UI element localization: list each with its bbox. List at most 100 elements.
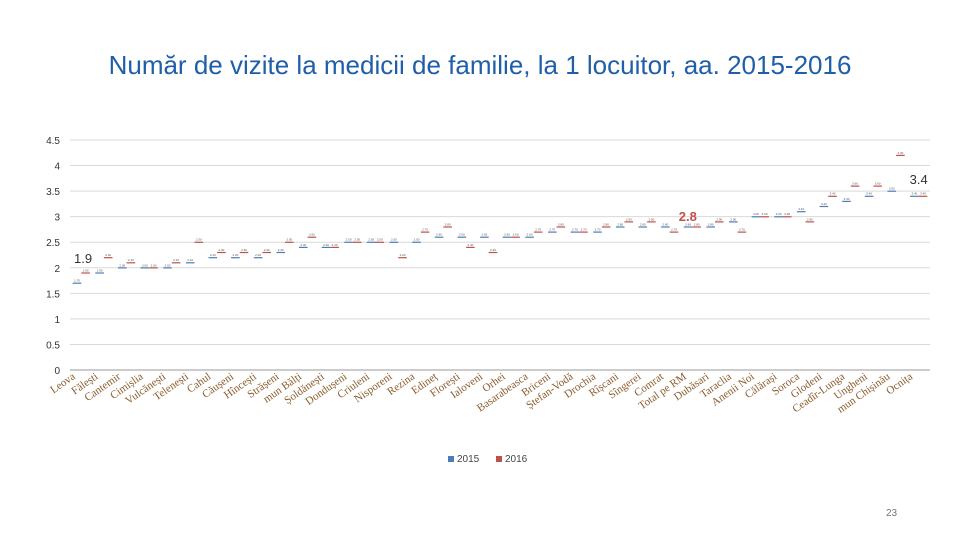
bar-value-label: 2.80 — [685, 222, 691, 226]
bar-value-label: 2.60 — [436, 233, 442, 237]
bar-2016 — [420, 231, 430, 233]
bar-2016 — [601, 226, 611, 228]
bar-2015 — [412, 241, 421, 243]
bar-value-label: 2.90 — [730, 217, 736, 221]
bar-value-label: 2.90 — [648, 217, 654, 221]
bar-value-label: 2.30 — [490, 248, 496, 252]
bar-value-label: 1.70 — [74, 279, 80, 283]
bar-value-label: 3.00 — [776, 212, 782, 216]
bar-2016 — [873, 185, 882, 187]
annotation-total: 2.8 — [679, 209, 697, 224]
bar-2016 — [715, 221, 724, 223]
bar-2015 — [661, 226, 670, 228]
bar-2016 — [217, 251, 226, 254]
bar-value-label: 3.60 — [852, 182, 858, 186]
bar-2016 — [828, 195, 837, 197]
y-tick-label: 4.5 — [46, 136, 60, 147]
annotations: 1.9 2.8 3.4 — [74, 172, 928, 266]
bar-value-label: 2.60 — [309, 233, 315, 237]
bar-value-label: 2.50 — [391, 238, 397, 242]
bar-2015 — [570, 231, 580, 233]
bar-value-label: 2.20 — [232, 253, 238, 257]
bar-2016 — [533, 231, 543, 233]
bar-2016 — [556, 226, 566, 228]
bar-2016 — [262, 251, 271, 254]
bar-value-label: 3.10 — [798, 207, 804, 211]
bar-value-label: 3.40 — [920, 192, 926, 196]
bar-2015 — [615, 226, 625, 228]
bar-2016 — [149, 267, 158, 269]
x-tick-label: Ocnița — [884, 371, 915, 398]
bar-value-label: 2.90 — [807, 217, 813, 221]
bar-value-label: 3.00 — [753, 212, 759, 216]
bar-2015 — [95, 272, 104, 274]
bar-value-label: 2.80 — [708, 222, 714, 226]
bar-value-label: 2.50 — [196, 238, 202, 242]
bar-value-label: 3.40 — [911, 192, 917, 196]
bar-value-label: 2.20 — [255, 253, 261, 257]
bar-2016 — [737, 231, 747, 233]
bar-2016 — [669, 231, 679, 233]
bar-2015 — [253, 257, 263, 259]
bar-2015 — [706, 226, 715, 228]
bar-2016 — [466, 246, 475, 248]
bar-value-label: 3.40 — [830, 192, 836, 196]
bar-2016 — [918, 195, 928, 197]
bar-value-label: 2.50 — [377, 238, 383, 242]
gridlines — [70, 139, 930, 371]
bar-2015 — [729, 221, 738, 223]
bar-value-label: 2.70 — [581, 228, 587, 232]
bar-2015 — [638, 226, 648, 228]
legend: 2015 2016 — [448, 454, 528, 465]
legend-swatch-2016 — [496, 456, 502, 462]
bar-2015 — [185, 262, 195, 264]
bar-value-label: 2.70 — [739, 228, 745, 232]
bar-value-label: 2.00 — [165, 263, 171, 267]
bar-2016 — [103, 257, 113, 259]
bar-value-label: 2.40 — [300, 243, 306, 247]
bar-2016 — [285, 241, 294, 243]
bar-value-label: 2.50 — [354, 238, 360, 242]
bar-2016 — [352, 241, 362, 243]
y-tick-label: 4 — [54, 162, 60, 173]
bar-2016 — [81, 272, 90, 274]
bar-2016 — [307, 236, 317, 238]
bar-value-label: 2.20 — [400, 253, 406, 257]
bar-2015 — [864, 195, 874, 197]
bar-2016 — [579, 231, 588, 233]
bar-value-label: 2.20 — [105, 253, 111, 257]
bar-value-label: 2.60 — [481, 233, 487, 237]
bar-value-label: 3.00 — [762, 212, 768, 216]
y-tick-label: 3 — [54, 213, 60, 224]
bar-value-label: 2.80 — [617, 222, 623, 226]
bar-2015 — [887, 190, 897, 192]
bar-2016 — [375, 241, 385, 243]
bar-value-label: 2.40 — [467, 243, 473, 247]
bar-value-label: 2.80 — [662, 222, 668, 226]
page-number: 23 — [886, 508, 898, 519]
bar-2016 — [647, 221, 656, 223]
bar-value-label: 2.20 — [210, 253, 216, 257]
y-tick-label: 2 — [54, 264, 60, 275]
y-tick-label: 0 — [54, 366, 60, 377]
bar-value-label: 2.10 — [128, 258, 134, 262]
annotation-last: 3.4 — [910, 172, 928, 187]
bar-2015 — [774, 216, 783, 218]
bar-value-label: 2.40 — [323, 243, 329, 247]
y-tick-label: 2.5 — [46, 238, 60, 249]
bar-2016 — [330, 246, 339, 248]
bar-2016 — [171, 262, 181, 264]
bar-value-label: 2.50 — [414, 238, 420, 242]
bar-2016 — [805, 221, 815, 223]
legend-swatch-2015 — [448, 456, 454, 462]
bar-value-label: 3.50 — [889, 187, 895, 191]
bar-value-label: 2.30 — [264, 248, 270, 252]
bar-2016 — [760, 216, 769, 218]
bar-2015 — [72, 282, 82, 284]
bar-value-label: 2.70 — [535, 228, 541, 232]
bar-2016 — [850, 185, 860, 187]
bar-value-label: 2.60 — [527, 233, 533, 237]
bar-value-label: 2.80 — [640, 222, 646, 226]
bar-value-label: 2.10 — [187, 258, 193, 262]
